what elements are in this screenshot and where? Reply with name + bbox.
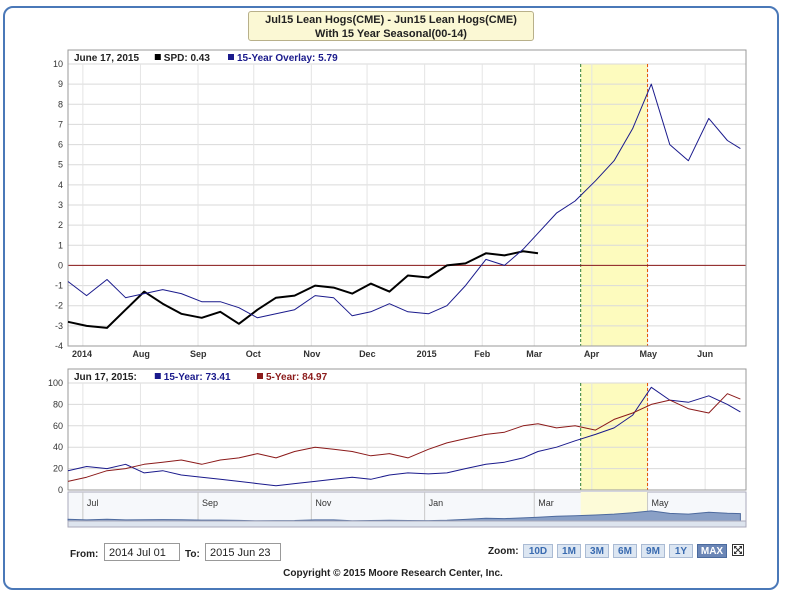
x-tick-label: Feb <box>474 349 491 359</box>
zoom-1m-button[interactable]: 1M <box>557 544 581 558</box>
y-tick-label: 10 <box>53 59 63 69</box>
fullscreen-icon[interactable] <box>732 544 744 556</box>
navigator-label: Jan <box>429 498 444 508</box>
legend-swatch <box>154 373 161 379</box>
y-tick-label: 9 <box>58 79 63 89</box>
from-label: From: <box>70 549 99 560</box>
navigator-label: May <box>652 498 670 508</box>
y-tick-label: 6 <box>58 140 63 150</box>
to-label: To: <box>185 549 200 560</box>
navigator-label: Sep <box>202 498 218 508</box>
x-tick-label: Apr <box>584 349 600 359</box>
chart-title-line2: With 15 Year Seasonal(00-14) <box>315 28 467 40</box>
zoom-max-button[interactable]: MAX <box>697 544 727 558</box>
navigator-scrollbar <box>67 520 747 528</box>
x-tick-label: Aug <box>132 349 150 359</box>
copyright-text: Copyright © 2015 Moore Research Center, … <box>283 568 503 579</box>
y-tick-label: 20 <box>53 464 63 474</box>
y-tick-label: 4 <box>58 180 63 190</box>
y-tick-label: 80 <box>53 399 63 409</box>
legend-item: 15-Year Overlay: 5.79 <box>237 53 338 64</box>
zoom-3m-button[interactable]: 3M <box>585 544 609 558</box>
y-tick-label: -3 <box>55 321 63 331</box>
y-tick-label: 8 <box>58 99 63 109</box>
y-tick-label: 3 <box>58 200 63 210</box>
to-date-input[interactable]: 2015 Jun 23 <box>205 543 281 561</box>
y-tick-label: -2 <box>55 301 63 311</box>
x-tick-label: Sep <box>190 349 207 359</box>
y-tick-label: 60 <box>53 421 63 431</box>
legend-swatch <box>228 54 234 60</box>
legend-item: 15-Year: 73.41 <box>164 372 231 383</box>
zoom-9m-button[interactable]: 9M <box>641 544 665 558</box>
chart-title: Jul15 Lean Hogs(CME) - Jun15 Lean Hogs(C… <box>248 11 534 41</box>
chart-title-line1: Jul15 Lean Hogs(CME) - Jun15 Lean Hogs(C… <box>265 14 517 26</box>
zoom-6m-button[interactable]: 6M <box>613 544 637 558</box>
zoom-10d-button[interactable]: 10D <box>523 544 553 558</box>
y-tick-label: -4 <box>55 341 63 351</box>
x-tick-label: 2015 <box>417 349 437 359</box>
y-tick-label: -1 <box>55 281 63 291</box>
y-tick-label: 2 <box>58 220 63 230</box>
legend-swatch <box>154 54 161 60</box>
y-tick-label: 0 <box>58 485 63 495</box>
y-tick-label: 7 <box>58 119 63 129</box>
x-tick-label: Jun <box>697 349 713 359</box>
x-tick-label: Oct <box>246 349 261 359</box>
legend-swatch <box>257 373 263 379</box>
navigator-label: Mar <box>538 498 554 508</box>
x-tick-label: Nov <box>303 349 320 359</box>
legend-item: 5-Year: 84.97 <box>266 372 328 383</box>
series-line-spd <box>67 250 539 329</box>
x-tick-label: Dec <box>359 349 376 359</box>
series-line-15-year <box>67 386 741 487</box>
navigator-label: Nov <box>315 498 332 508</box>
zoom-label: Zoom: <box>488 546 519 557</box>
zoom-1y-button[interactable]: 1Y <box>669 544 693 558</box>
x-tick-label: May <box>640 349 658 359</box>
series-line-15-year-overlay <box>67 83 741 319</box>
navigator-label: Jul <box>87 498 99 508</box>
from-date-input[interactable]: 2014 Jul 01 <box>104 543 180 561</box>
x-tick-label: Mar <box>526 349 543 359</box>
y-tick-label: 5 <box>58 160 63 170</box>
y-tick-label: 40 <box>53 442 63 452</box>
legend-date: June 17, 2015 <box>74 53 139 64</box>
plot-border <box>67 49 747 347</box>
series-line-5-year <box>67 393 741 482</box>
legend-item: SPD: 0.43 <box>164 53 211 64</box>
y-tick-label: 100 <box>48 378 63 388</box>
legend-date: Jun 17, 2015: <box>74 372 137 383</box>
y-tick-label: 1 <box>58 240 63 250</box>
plot-border <box>67 368 747 491</box>
y-tick-label: 0 <box>58 260 63 270</box>
x-tick-label: 2014 <box>72 349 92 359</box>
seasonal-window-highlight <box>580 383 648 490</box>
